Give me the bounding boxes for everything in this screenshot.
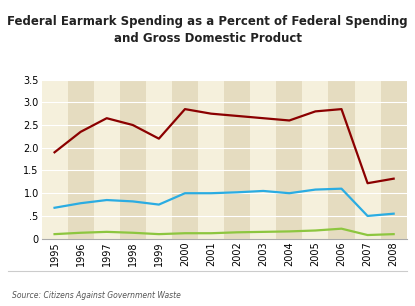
Bar (381, 80, 407, 239)
Bar (120, 80, 146, 239)
Bar (276, 80, 303, 239)
Bar (68, 80, 94, 239)
Bar (146, 80, 172, 239)
Text: Federal Earmark Spending as a Percent of Federal Spending
and Gross Domestic Pro: Federal Earmark Spending as a Percent of… (7, 15, 408, 45)
Bar (42, 80, 68, 239)
Bar (354, 80, 381, 239)
Bar (172, 80, 198, 239)
Text: Source: Citizens Against Government Waste: Source: Citizens Against Government Wast… (12, 291, 181, 300)
Bar (198, 80, 224, 239)
Bar (328, 80, 354, 239)
Bar (250, 80, 276, 239)
Bar (94, 80, 120, 239)
Bar (224, 80, 250, 239)
Bar (303, 80, 328, 239)
